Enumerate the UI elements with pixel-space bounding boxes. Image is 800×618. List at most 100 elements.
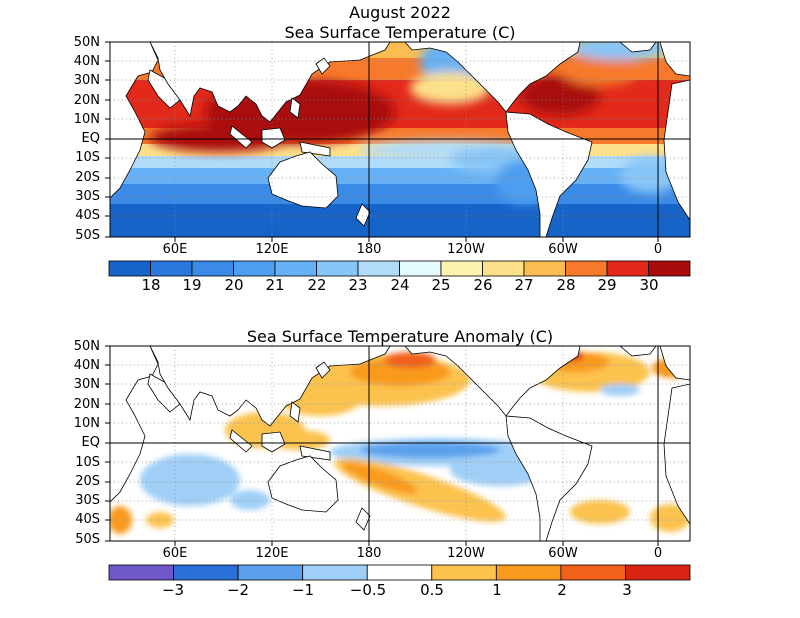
europe-land	[659, 42, 690, 77]
colorbar-swatch	[357, 260, 400, 277]
colorbar-swatch	[302, 564, 368, 581]
colorbar-swatch	[150, 260, 193, 277]
colorbar-tick-label: 28	[556, 276, 576, 294]
lat-label: 20N	[73, 93, 100, 108]
land	[110, 42, 690, 237]
colorbar-swatch	[108, 260, 151, 277]
lat-label: 40S	[75, 208, 100, 223]
colorbar-swatch	[625, 564, 691, 581]
lon-label: 120E	[255, 242, 289, 257]
lat-label: 50S	[75, 228, 100, 243]
new-zealand-land	[355, 507, 371, 531]
colorbar-tick-label: 1	[492, 581, 502, 599]
colorbar-tick-label: −1	[291, 581, 315, 599]
colorbar-tick-label: 27	[514, 276, 534, 294]
lat-label: 50S	[75, 532, 100, 547]
colorbar-tick-label: 2	[557, 581, 567, 599]
colorbar-swatch	[606, 260, 649, 277]
colorbar-tick-label: −0.5	[349, 581, 387, 599]
colorbar-swatch	[560, 564, 626, 581]
europe-land	[659, 346, 690, 381]
land	[110, 346, 690, 541]
colorbar-swatch	[173, 564, 239, 581]
philippines-land	[289, 401, 301, 423]
eurasia-land	[149, 42, 391, 123]
axis-ticks	[105, 41, 659, 242]
colorbar-tick-label: 30	[639, 276, 659, 294]
japan-land	[315, 361, 331, 379]
lat-label: 20N	[73, 397, 100, 412]
new-zealand-land	[355, 203, 371, 227]
title-sst: Sea Surface Temperature (C)	[284, 23, 516, 42]
south-america-land	[505, 415, 593, 541]
colorbar-tick-label: 22	[307, 276, 327, 294]
axis-ticks	[105, 345, 659, 546]
colorbar-tick-label: 20	[224, 276, 244, 294]
australia-land	[267, 151, 339, 209]
lon-label: 120W	[447, 546, 485, 561]
lon-label: 60W	[548, 242, 578, 257]
lat-label: 10S	[75, 455, 100, 470]
colorbar-tick-label: 18	[141, 276, 161, 294]
sumatra-land	[229, 429, 253, 453]
lat-label: 50N	[73, 339, 100, 354]
colorbar-swatch	[431, 564, 497, 581]
sumatra-land	[229, 125, 253, 149]
grid-lines	[110, 42, 690, 237]
anomaly-colorbar	[108, 564, 691, 581]
colorbar-swatch	[565, 260, 608, 277]
colorbar-swatch	[237, 564, 304, 581]
colorbar-tick-label: −2	[226, 581, 250, 599]
lat-label: EQ	[81, 131, 100, 146]
colorbar-tick-label: −3	[161, 581, 185, 599]
colorbar-tick-label: 21	[265, 276, 285, 294]
borneo-land	[261, 127, 286, 149]
colorbar-swatch	[399, 260, 442, 277]
colorbar-swatch	[108, 564, 174, 581]
lat-label: 40S	[75, 512, 100, 527]
philippines-land	[289, 97, 301, 119]
lat-label: EQ	[81, 435, 100, 450]
lon-label: 60W	[548, 546, 578, 561]
title-month: August 2022	[349, 3, 451, 22]
colorbar-swatch	[648, 260, 691, 277]
lat-label: 10N	[73, 112, 100, 127]
colorbar-swatch	[233, 260, 276, 277]
lat-label: 10S	[75, 150, 100, 165]
colorbar-tick-label: 0.5	[420, 581, 444, 599]
sst-colorbar	[108, 260, 691, 277]
colorbar-swatch	[523, 260, 566, 277]
west-africa-land	[663, 383, 690, 525]
lat-label: 30S	[75, 189, 100, 204]
grid-lines	[110, 346, 690, 541]
lat-label: 30N	[73, 377, 100, 392]
anomaly-map	[105, 345, 691, 546]
lon-label: 120E	[255, 546, 289, 561]
title-anomaly: Sea Surface Temperature Anomaly (C)	[246, 327, 554, 346]
australia-land	[267, 455, 339, 513]
lat-label: 30S	[75, 493, 100, 508]
colorbar-tick-label: 25	[431, 276, 451, 294]
greenland-land	[619, 346, 657, 357]
colorbar-tick-label: 24	[390, 276, 410, 294]
lat-label: 20S	[75, 474, 100, 489]
lon-label: 0	[653, 546, 663, 561]
lon-label: 60E	[162, 546, 188, 561]
lat-label: 30N	[73, 73, 100, 88]
reference-lines	[110, 346, 690, 541]
colorbar-swatch	[495, 564, 562, 581]
colorbar-swatch	[191, 260, 234, 277]
reference-lines	[110, 42, 690, 237]
colorbar-tick-label: 23	[348, 276, 368, 294]
colorbar-tick-label: 26	[473, 276, 493, 294]
borneo-land	[261, 431, 286, 453]
lat-label: 20S	[75, 170, 100, 185]
west-africa-land	[663, 79, 690, 221]
colorbar-tick-label: 29	[597, 276, 617, 294]
colorbar-swatch	[482, 260, 525, 277]
lon-label: 120W	[447, 242, 485, 257]
lat-label: 10N	[73, 416, 100, 431]
japan-land	[315, 57, 331, 75]
colorbar-swatch	[316, 260, 359, 277]
